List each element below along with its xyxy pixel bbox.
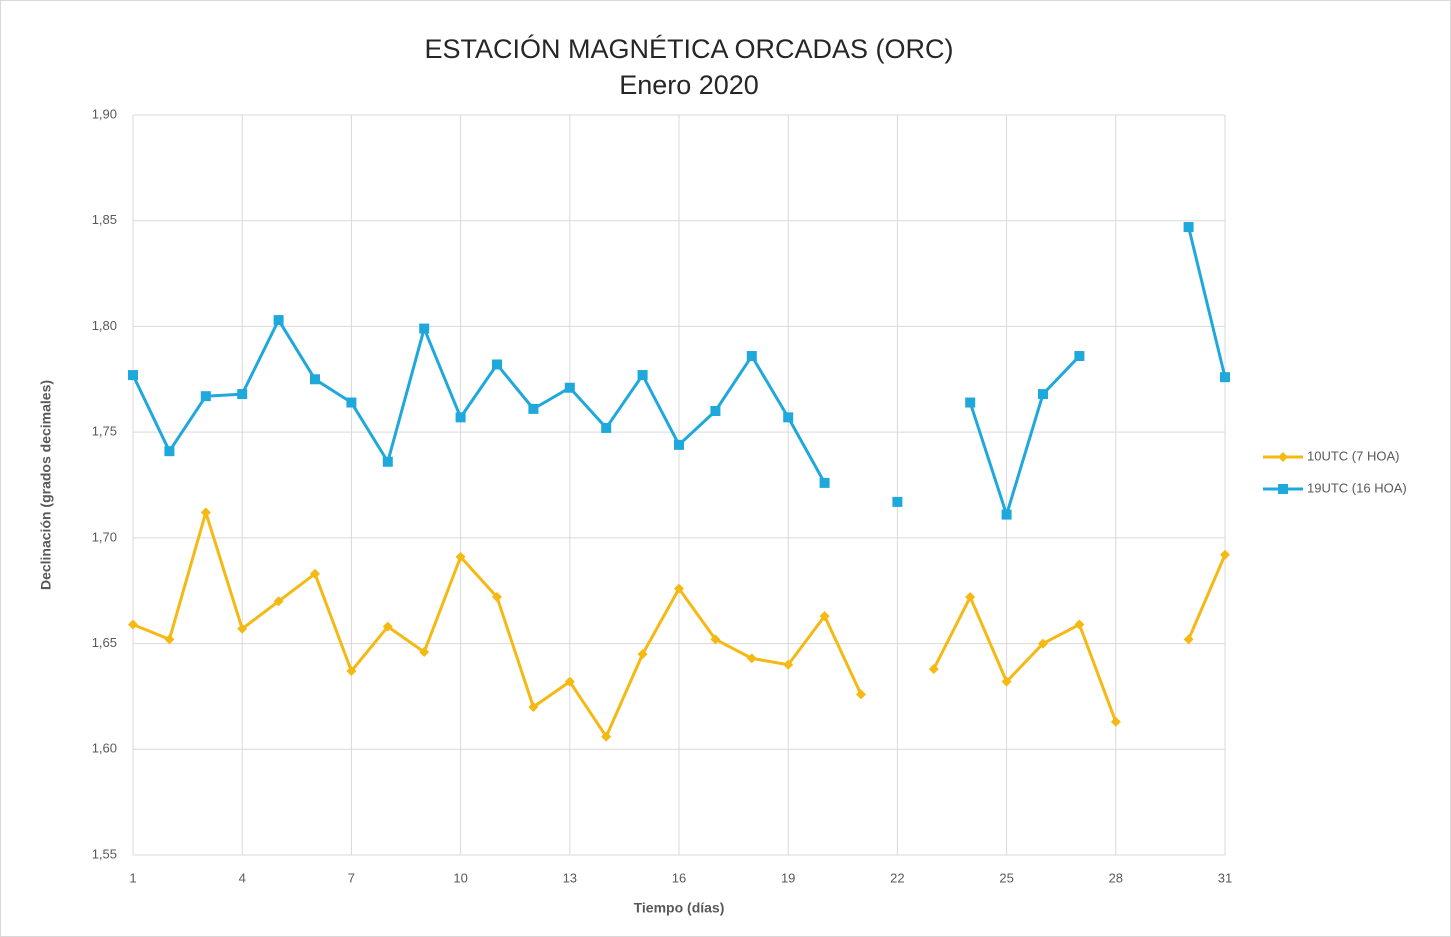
- x-axis-title: Tiempo (días): [634, 900, 725, 916]
- marker: [674, 583, 684, 594]
- marker: [200, 507, 211, 518]
- y-axis-title: Declinación (grados decimales): [38, 380, 54, 590]
- x-tick-label: 31: [1218, 870, 1232, 885]
- y-tick-label: 1,70: [92, 529, 117, 544]
- marker: [164, 446, 175, 457]
- x-tick-label: 10: [453, 870, 467, 885]
- marker: [783, 412, 794, 423]
- marker: [237, 623, 248, 634]
- marker: [1074, 619, 1085, 630]
- marker: [200, 391, 211, 402]
- marker: [892, 496, 903, 507]
- marker: [1220, 549, 1230, 560]
- marker: [419, 647, 430, 658]
- marker: [710, 406, 721, 416]
- chart-title: ESTACIÓN MAGNÉTICA ORCADAS (ORC): [424, 33, 953, 64]
- marker: [237, 389, 248, 400]
- marker: [1074, 351, 1085, 362]
- marker: [164, 634, 175, 645]
- marker: [1278, 484, 1288, 494]
- x-tick-label: 25: [999, 870, 1013, 885]
- marker: [601, 731, 612, 742]
- y-tick-label: 1,60: [92, 741, 117, 756]
- marker: [419, 323, 430, 334]
- marker: [637, 370, 648, 381]
- marker: [1110, 716, 1121, 727]
- marker: [492, 359, 502, 370]
- x-tick-label: 4: [239, 870, 246, 885]
- marker: [1001, 509, 1012, 520]
- marker: [492, 592, 502, 603]
- legend-label: 10UTC (7 HOA): [1307, 448, 1399, 463]
- marker: [1038, 638, 1048, 649]
- y-tick-label: 1,90: [92, 106, 117, 121]
- x-tick-label: 16: [672, 870, 686, 885]
- marker: [564, 676, 575, 687]
- marker: [128, 619, 138, 630]
- marker: [819, 611, 830, 622]
- y-tick-label: 1,65: [92, 635, 117, 650]
- marker: [128, 370, 138, 381]
- series-line: [131, 226, 1227, 517]
- marker: [310, 374, 320, 385]
- marker: [528, 702, 539, 712]
- marker: [1183, 222, 1194, 233]
- marker: [455, 412, 466, 423]
- marker: [310, 568, 320, 579]
- marker: [928, 663, 939, 674]
- marker: [710, 634, 721, 645]
- x-tick-label: 22: [890, 870, 904, 885]
- chart-subtitle: Enero 2020: [619, 70, 759, 100]
- marker: [346, 666, 357, 677]
- marker: [746, 653, 757, 664]
- marker: [1278, 452, 1288, 462]
- marker: [1220, 372, 1230, 383]
- marker: [273, 315, 284, 326]
- marker: [528, 403, 539, 414]
- x-tick-label: 7: [348, 870, 355, 885]
- marker: [965, 397, 976, 408]
- y-tick-label: 1,55: [92, 846, 117, 861]
- marker: [674, 439, 684, 450]
- marker: [819, 477, 830, 488]
- marker: [273, 596, 284, 607]
- marker: [564, 382, 575, 393]
- y-tick-label: 1,85: [92, 212, 117, 227]
- marker: [1038, 389, 1048, 400]
- marker: [1183, 634, 1194, 645]
- x-tick-label: 28: [1109, 870, 1123, 885]
- marker: [601, 422, 612, 433]
- y-tick-label: 1,80: [92, 318, 117, 333]
- marker: [382, 621, 393, 632]
- x-tick-label: 13: [563, 870, 577, 885]
- x-tick-label: 19: [781, 870, 795, 885]
- marker: [637, 649, 648, 660]
- legend-label: 19UTC (16 HOA): [1307, 480, 1407, 495]
- marker: [382, 456, 393, 467]
- marker: [856, 689, 866, 700]
- y-tick-label: 1,75: [92, 424, 117, 439]
- marker: [1001, 676, 1012, 687]
- x-tick-label: 1: [129, 870, 136, 885]
- marker: [346, 397, 357, 408]
- marker: [746, 351, 757, 362]
- marker: [965, 592, 976, 603]
- marker: [455, 551, 466, 562]
- marker: [783, 659, 794, 670]
